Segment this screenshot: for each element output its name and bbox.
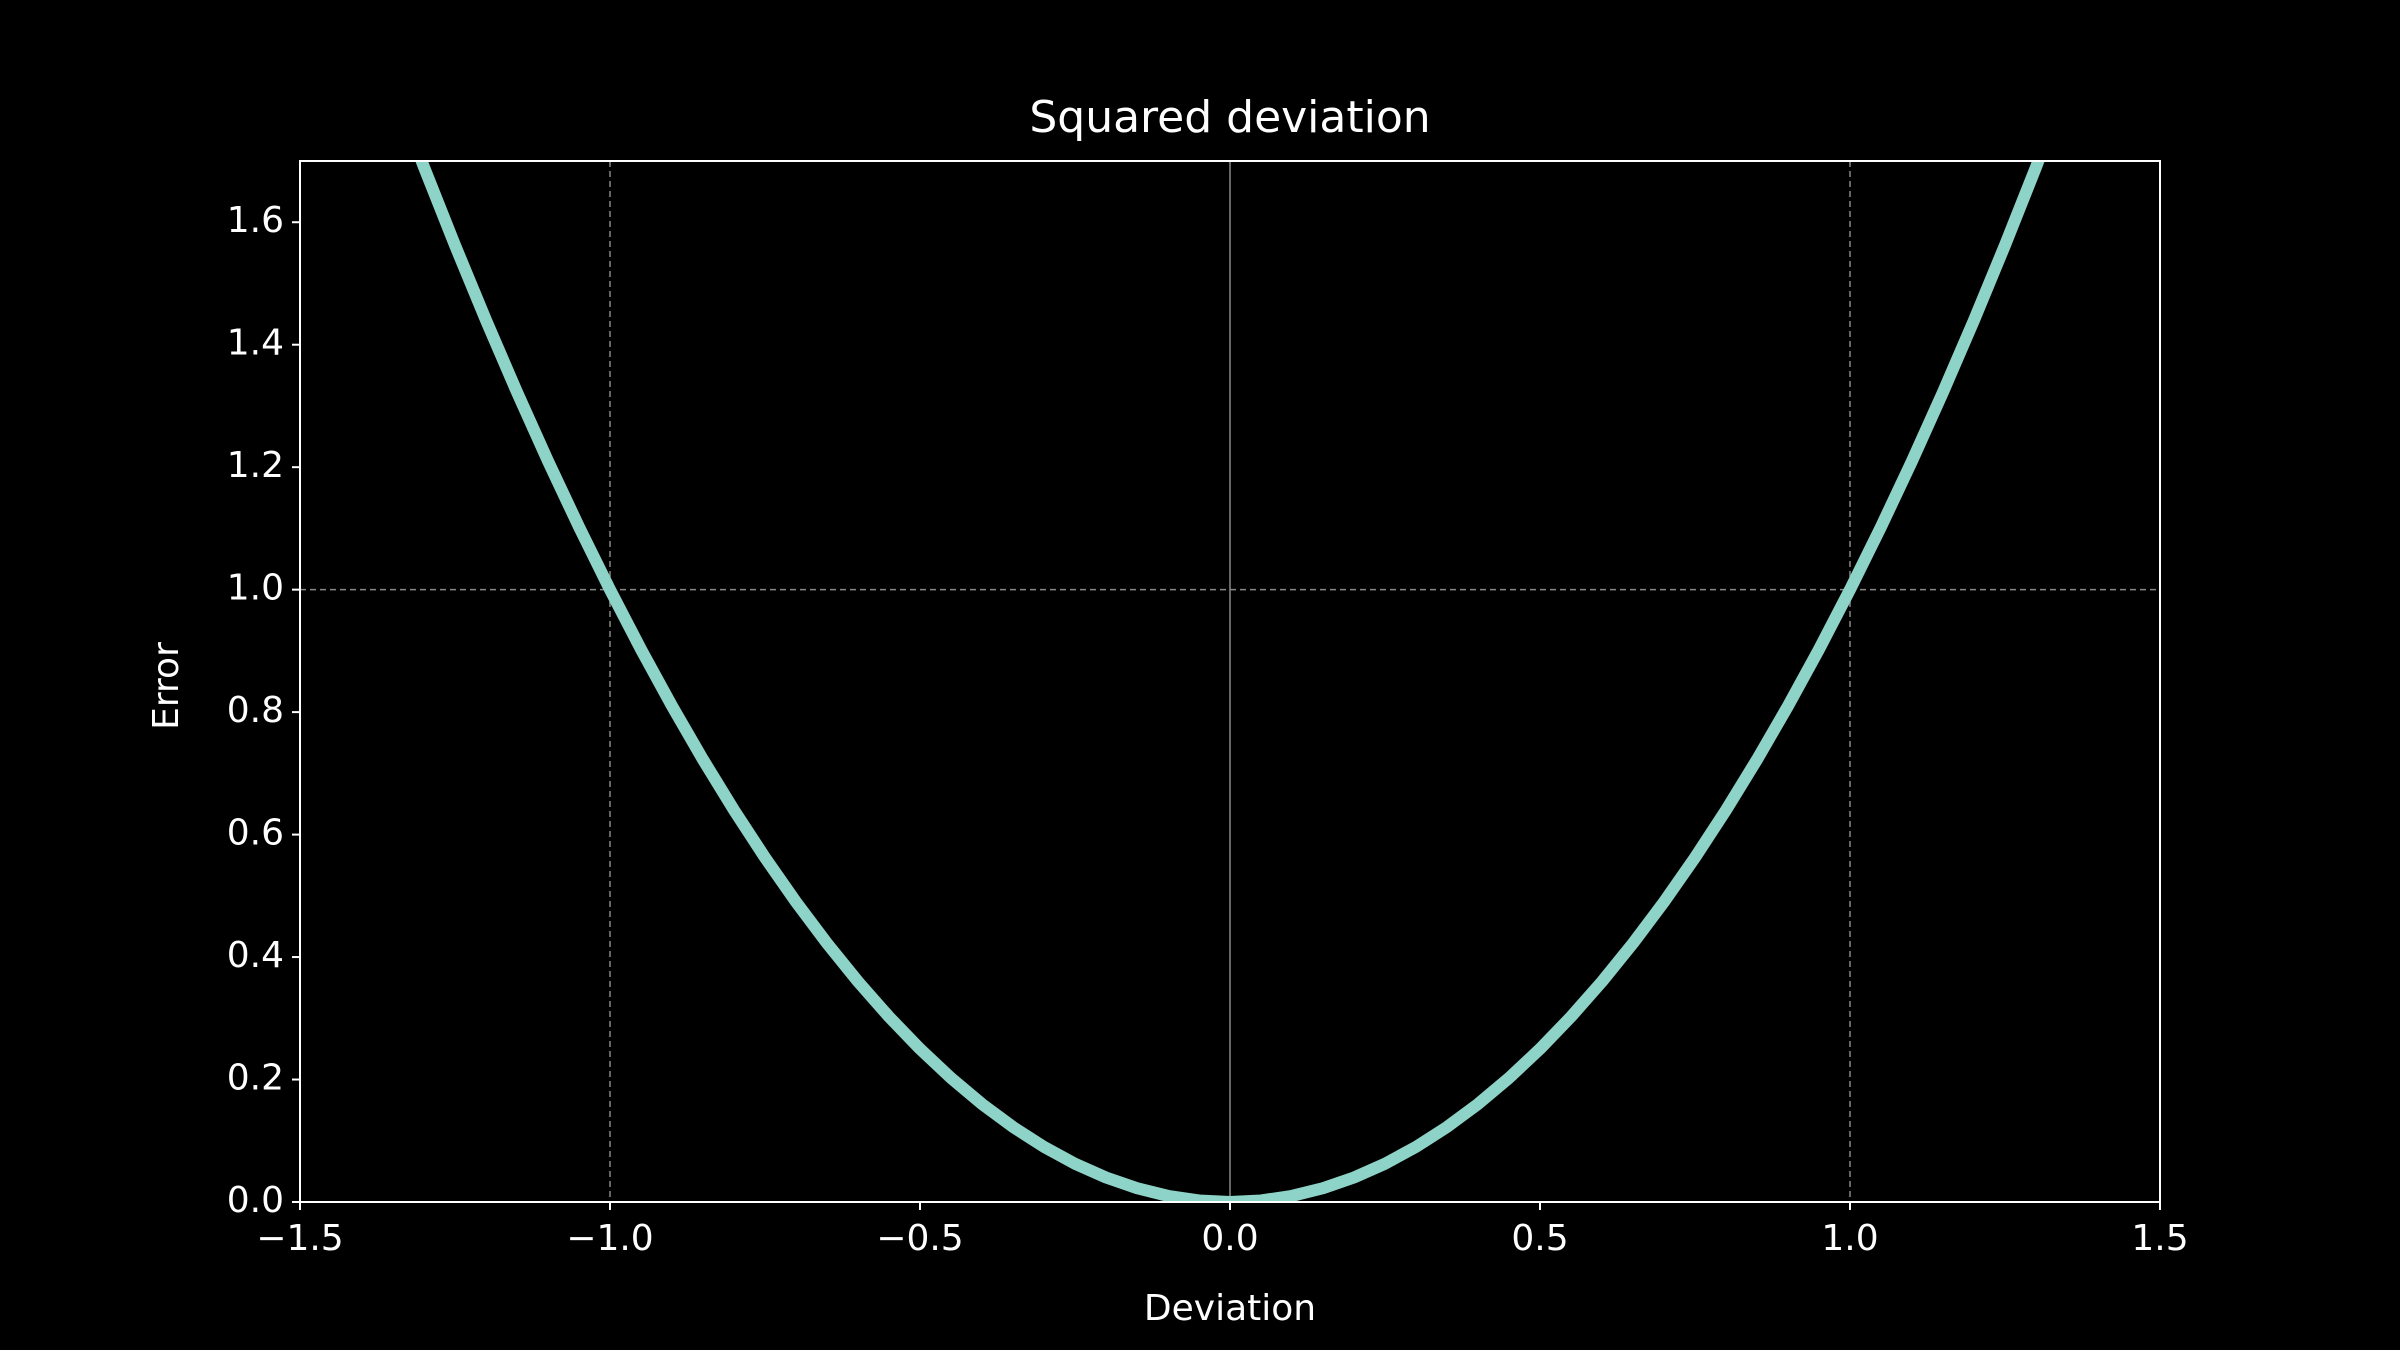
- x-tick-label: 0.0: [1201, 1218, 1258, 1259]
- x-tick-label: −1.0: [566, 1218, 653, 1259]
- x-axis-label: Deviation: [1144, 1288, 1316, 1329]
- y-tick-label: 0.0: [227, 1180, 284, 1221]
- x-tick-label: −0.5: [876, 1218, 963, 1259]
- y-tick-label: 1.6: [227, 200, 284, 241]
- curve: [415, 161, 2045, 1202]
- y-axis-label: Error: [146, 642, 187, 730]
- y-tick-label: 1.0: [227, 568, 284, 609]
- x-tick-label: 1.0: [1821, 1218, 1878, 1259]
- x-tick-label: 1.5: [2131, 1218, 2188, 1259]
- x-tick-label: 0.5: [1511, 1218, 1568, 1259]
- y-tick-label: 0.8: [227, 690, 284, 731]
- y-tick-label: 0.4: [227, 935, 284, 976]
- chart-title: Squared deviation: [1029, 92, 1430, 143]
- x-tick-label: −1.5: [256, 1218, 343, 1259]
- y-tick-label: 0.2: [227, 1058, 284, 1099]
- y-tick-label: 1.4: [227, 323, 284, 364]
- y-tick-label: 0.6: [227, 813, 284, 854]
- y-tick-label: 1.2: [227, 445, 284, 486]
